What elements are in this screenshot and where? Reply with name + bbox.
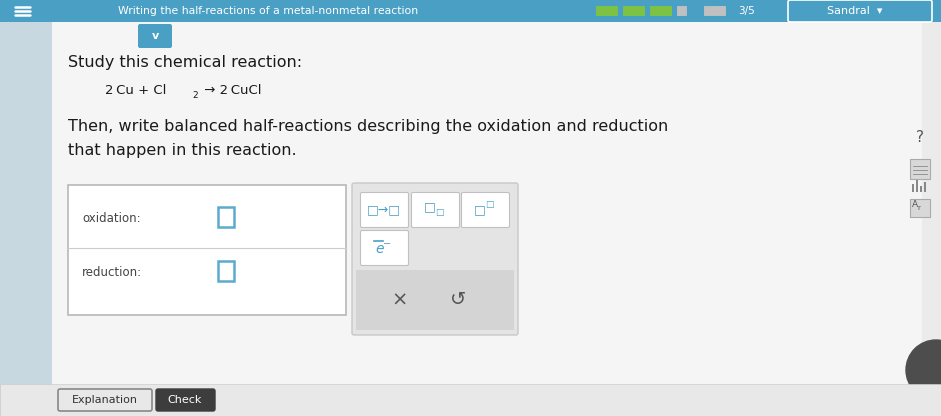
Text: 2: 2: [192, 91, 198, 99]
FancyBboxPatch shape: [58, 389, 152, 411]
FancyBboxPatch shape: [0, 384, 941, 416]
FancyBboxPatch shape: [703, 5, 726, 16]
FancyBboxPatch shape: [0, 0, 941, 22]
Text: Writing the half-reactions of a metal-nonmetal reaction: Writing the half-reactions of a metal-no…: [118, 6, 418, 16]
Circle shape: [906, 340, 941, 400]
FancyBboxPatch shape: [52, 22, 922, 385]
FancyBboxPatch shape: [218, 207, 234, 227]
FancyBboxPatch shape: [910, 199, 930, 217]
Text: □: □: [474, 203, 486, 216]
FancyBboxPatch shape: [218, 261, 234, 281]
FancyBboxPatch shape: [138, 24, 172, 48]
Bar: [912, 184, 915, 192]
Text: → 2 CuCl: → 2 CuCl: [200, 84, 262, 97]
FancyBboxPatch shape: [156, 389, 215, 411]
Text: ×: ×: [391, 290, 408, 310]
Text: ↺: ↺: [450, 290, 466, 310]
Text: Explanation: Explanation: [72, 395, 138, 405]
Text: □: □: [485, 200, 493, 208]
Text: r: r: [917, 205, 920, 211]
Text: Then, write balanced half-reactions describing the oxidation and reduction: Then, write balanced half-reactions desc…: [68, 119, 668, 134]
FancyBboxPatch shape: [360, 230, 408, 265]
Text: e: e: [375, 242, 384, 256]
Text: A: A: [912, 200, 918, 209]
Bar: [920, 186, 922, 192]
Text: that happen in this reaction.: that happen in this reaction.: [68, 143, 296, 158]
FancyBboxPatch shape: [788, 0, 932, 22]
Text: □: □: [424, 201, 436, 213]
Text: v: v: [152, 31, 159, 41]
Text: oxidation:: oxidation:: [82, 211, 140, 225]
FancyBboxPatch shape: [352, 183, 518, 335]
Text: 3/5: 3/5: [738, 6, 755, 16]
Text: Study this chemical reaction:: Study this chemical reaction:: [68, 54, 302, 69]
FancyBboxPatch shape: [910, 159, 930, 179]
Text: ?: ?: [916, 131, 924, 146]
FancyBboxPatch shape: [0, 0, 52, 416]
Text: □→□: □→□: [367, 203, 401, 216]
FancyBboxPatch shape: [68, 185, 346, 315]
FancyBboxPatch shape: [676, 5, 687, 16]
FancyBboxPatch shape: [461, 193, 509, 228]
FancyBboxPatch shape: [356, 270, 514, 330]
FancyBboxPatch shape: [622, 5, 645, 16]
Text: Check: Check: [167, 395, 202, 405]
Bar: [916, 180, 918, 192]
FancyBboxPatch shape: [595, 5, 618, 16]
Text: reduction:: reduction:: [82, 265, 142, 278]
Bar: [924, 182, 927, 192]
Text: 2 Cu + Cl: 2 Cu + Cl: [105, 84, 167, 97]
Text: Sandral  ▾: Sandral ▾: [827, 6, 883, 16]
FancyBboxPatch shape: [649, 5, 672, 16]
Text: −: −: [383, 239, 391, 249]
Text: □: □: [435, 208, 443, 218]
FancyBboxPatch shape: [360, 193, 408, 228]
FancyBboxPatch shape: [411, 193, 459, 228]
